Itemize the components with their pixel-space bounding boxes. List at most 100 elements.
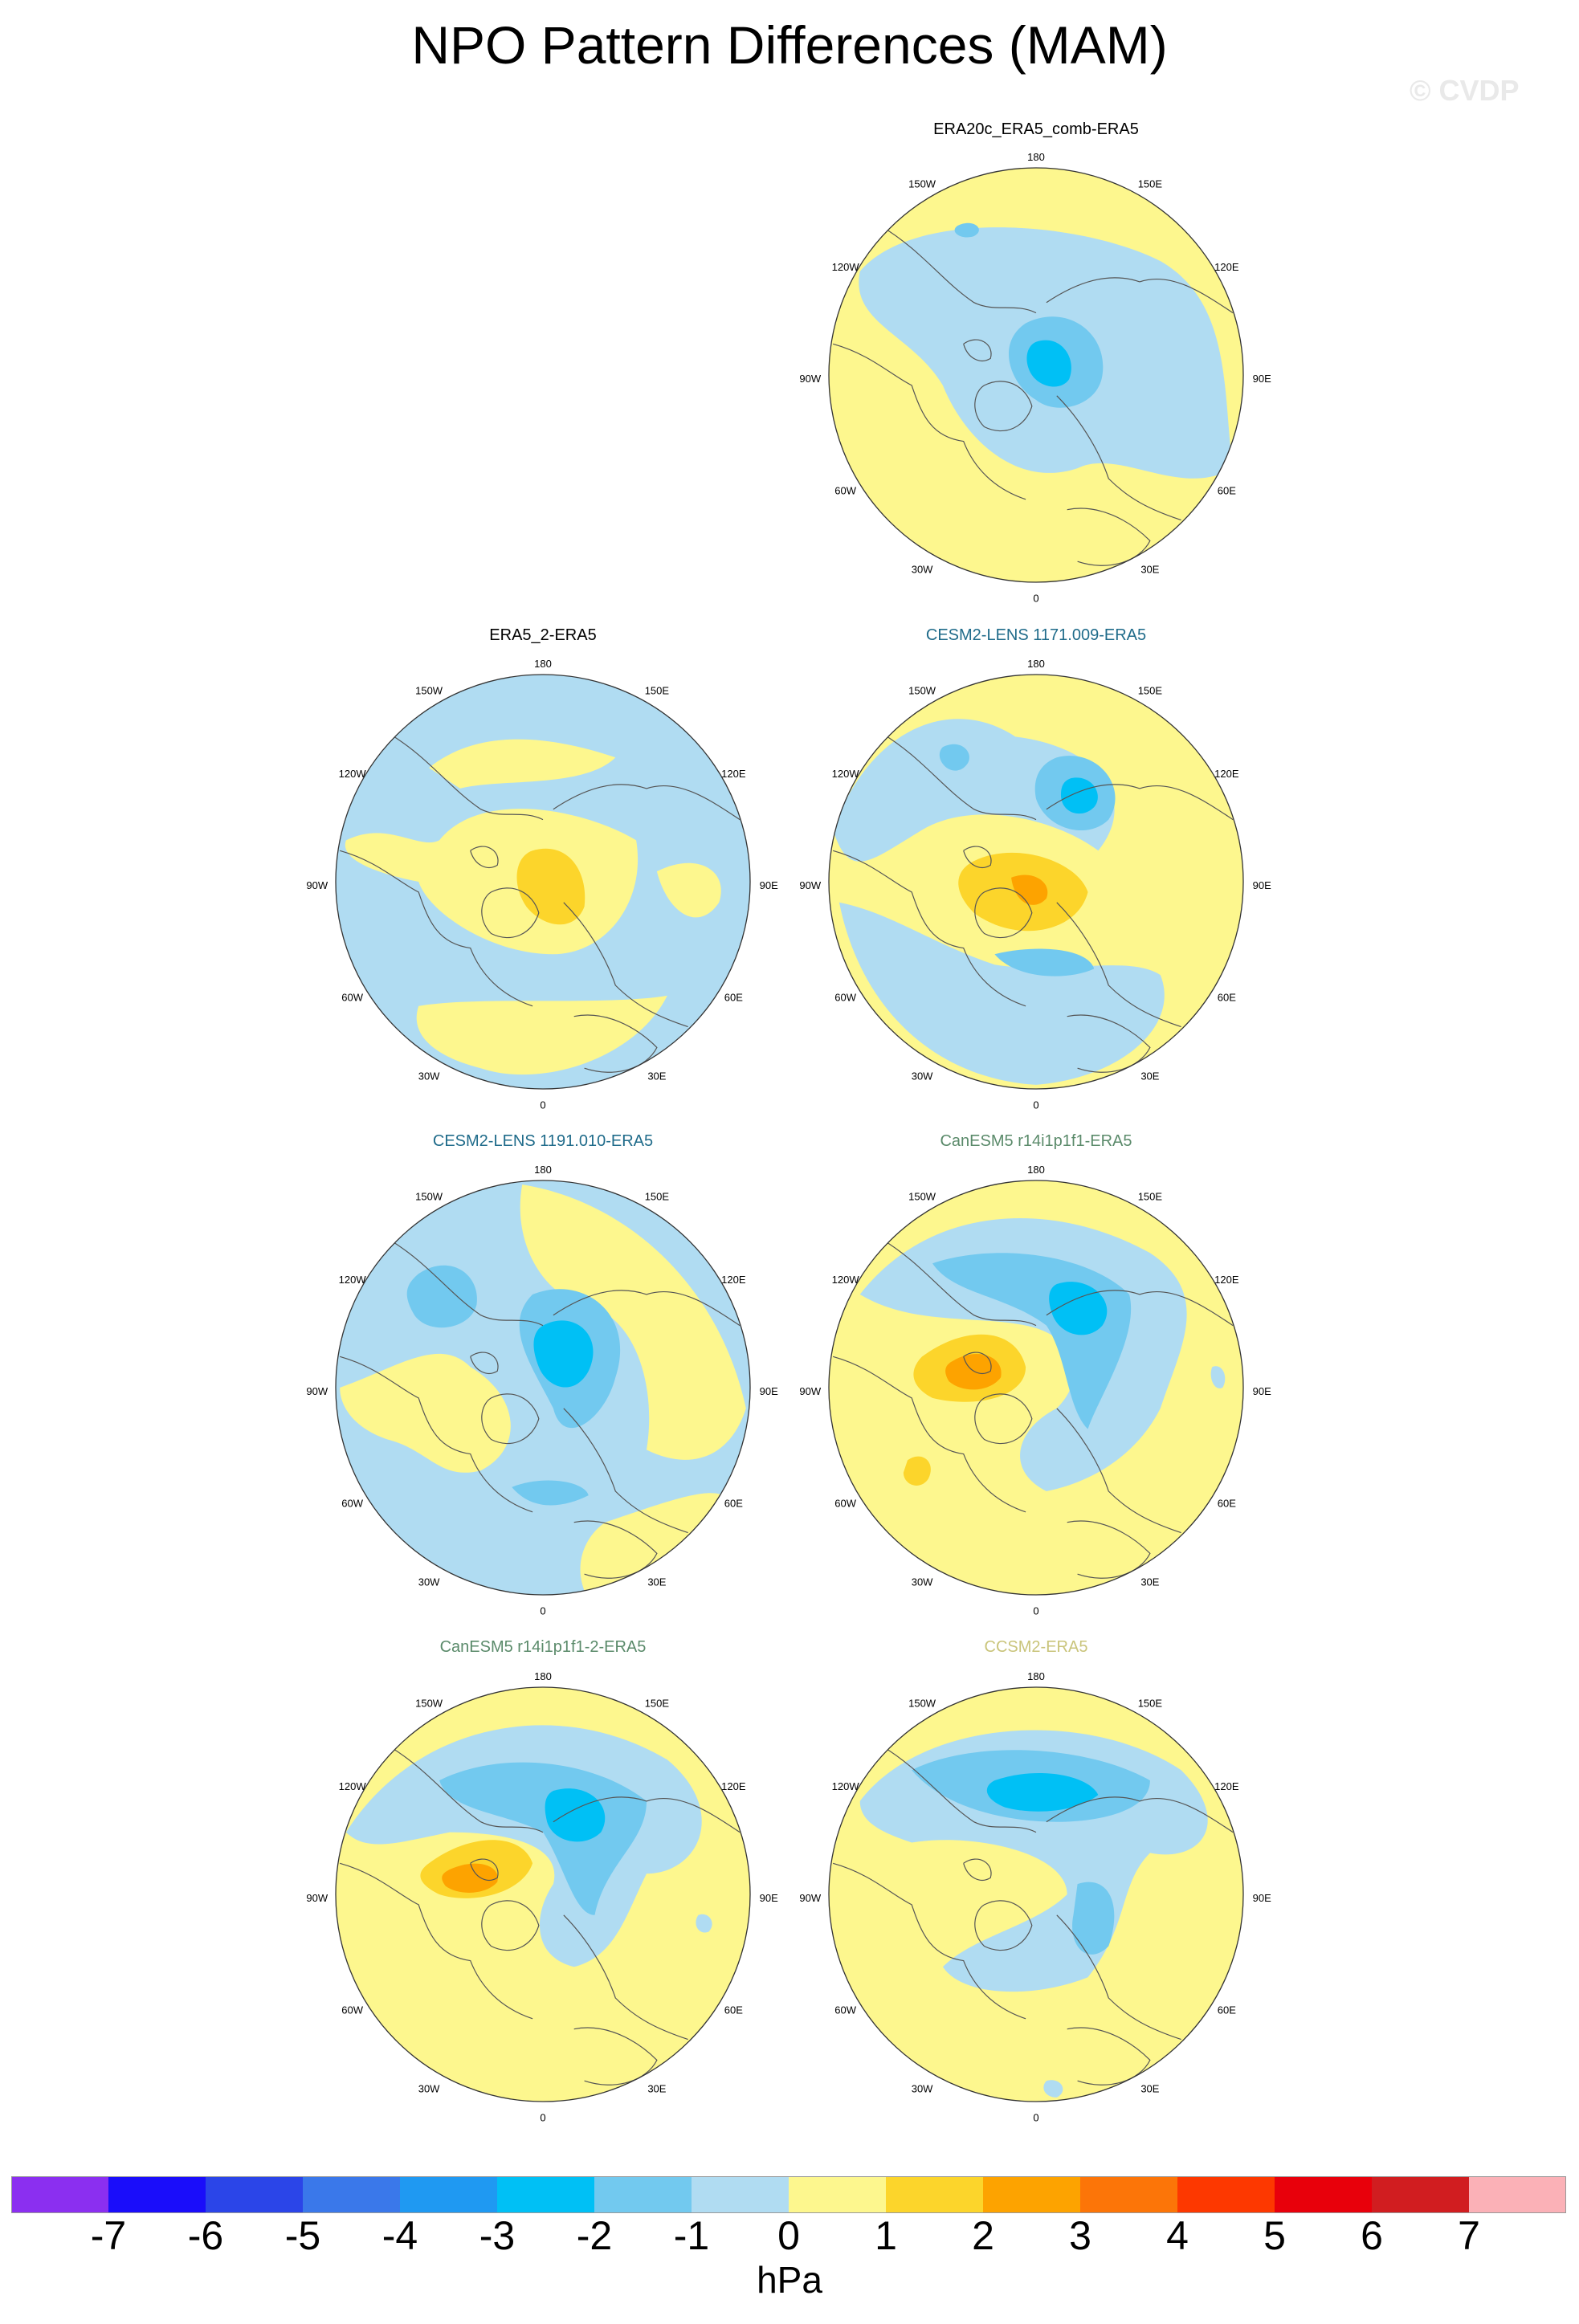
panel-title: CESM2-LENS 1171.009-ERA5 [925, 626, 1147, 644]
coastline [974, 381, 1033, 432]
longitude-label: 150E [645, 1191, 670, 1203]
map-border [828, 674, 1244, 1090]
longitude-label: 90E [1253, 1385, 1271, 1397]
map-border [335, 674, 751, 1090]
colorbar [11, 2176, 1566, 2213]
contour-region [833, 719, 1115, 862]
contour-region [945, 1354, 1002, 1390]
longitude-label: 150W [415, 685, 443, 697]
colorbar-swatch [1080, 2176, 1178, 2213]
colorbar-tick-label: 5 [1263, 2213, 1286, 2258]
longitude-label: 150E [1138, 178, 1163, 190]
colorbar-swatch [886, 2176, 984, 2213]
longitude-label: 120W [832, 1274, 860, 1286]
longitude-label: 120E [1214, 261, 1239, 273]
longitude-label: 150E [645, 685, 670, 697]
longitude-label: 30W [912, 1070, 933, 1082]
colorbar-tick-label: 7 [1458, 2213, 1480, 2258]
longitude-label: 90W [306, 1385, 328, 1397]
polar-map: 180 0 150W 150E 120W 120E 90W 90E 60W 60E 30W 30E [799, 658, 1271, 1111]
colorbar-labels: -7 -6 -5 -4 -3 -2 -1 0 1 2 3 4 5 6 7 [0, 2212, 1579, 2261]
polar-map: 180 0 150W 150E 120W 120E 90W 90E 60W 60E 30W 30E [306, 658, 778, 1111]
colorbar-swatch [983, 2176, 1081, 2213]
coastline [573, 2027, 658, 2085]
longitude-label: 90E [1253, 1892, 1271, 1904]
panel-title: CCSM2-ERA5 [984, 1638, 1088, 1656]
coastline [387, 732, 544, 821]
longitude-label: 90E [760, 1385, 778, 1397]
map-border [335, 1180, 751, 1596]
polar-map: 180 0 150W 150E 120W 120E 90W 90E 60W 60E 30W 30E [799, 1670, 1271, 2124]
longitude-label: 0 [1033, 593, 1038, 605]
longitude-label: 150W [908, 1191, 936, 1203]
longitude-label: 60W [834, 991, 856, 1003]
longitude-label: 30W [418, 2083, 440, 2095]
longitude-label: 30E [647, 1070, 666, 1082]
map-border [828, 167, 1244, 583]
contour-region [545, 1788, 606, 1842]
colorbar-swatch [11, 2176, 109, 2213]
colorbar-tick-label: 0 [777, 2213, 800, 2258]
longitude-label: 120E [721, 768, 746, 780]
coastline [1067, 2027, 1151, 2085]
longitude-label: 60W [834, 484, 856, 496]
longitude-label: 180 [534, 1164, 552, 1176]
contour-region [580, 1493, 730, 1591]
coastline [553, 784, 741, 821]
longitude-label: 0 [1033, 2112, 1038, 2124]
coastline [832, 343, 1026, 500]
longitude-label: 150W [908, 685, 936, 697]
panel-title: CanESM5 r14i1p1f1-ERA5 [940, 1132, 1132, 1150]
coastline [563, 902, 688, 1028]
contour-region [1011, 875, 1048, 905]
coastline [880, 1237, 1037, 1327]
longitude-label: 90W [799, 373, 821, 385]
colorbar-swatch [789, 2176, 887, 2213]
coastline [1046, 1290, 1234, 1327]
longitude-label: 60W [341, 1497, 363, 1509]
colorbar-swatch [400, 2176, 498, 2213]
coastline [1056, 902, 1181, 1028]
coastline [1067, 1520, 1151, 1579]
longitude-label: 0 [1033, 1605, 1038, 1617]
contour-region [656, 862, 721, 918]
contour-region [986, 1773, 1099, 1812]
colorbar-tick-label: -4 [381, 2213, 418, 2258]
longitude-label: 90E [1253, 373, 1271, 385]
colorbar-tick-label: -6 [187, 2213, 224, 2258]
coastline [1046, 277, 1234, 314]
colorbar-swatch [303, 2176, 401, 2213]
longitude-label: 30W [912, 2083, 933, 2095]
coastline [1067, 508, 1151, 566]
longitude-label: 180 [534, 658, 552, 670]
longitude-label: 30E [1140, 1070, 1159, 1082]
longitude-label: 120W [339, 1274, 367, 1286]
longitude-label: 90W [799, 879, 821, 891]
contour-region [939, 744, 969, 771]
coastline [974, 1393, 1033, 1445]
longitude-label: 180 [534, 1670, 552, 1682]
longitude-label: 30E [647, 1576, 666, 1588]
colorbar-tick-label: 2 [972, 2213, 994, 2258]
coastline [832, 850, 1026, 1007]
longitude-label: 30W [912, 564, 933, 576]
colorbar-units: hPa [757, 2259, 822, 2301]
longitude-label: 150E [1138, 685, 1163, 697]
coastline [387, 1744, 544, 1833]
contour-region [1043, 2080, 1063, 2098]
coastline [553, 1796, 741, 1833]
contour-region [1060, 777, 1098, 814]
colorbar-frame [11, 2176, 1566, 2213]
panel-title: ERA20c_ERA5_comb-ERA5 [933, 120, 1139, 138]
coastline [880, 225, 1037, 314]
coastline [963, 846, 992, 868]
longitude-label: 120W [339, 1780, 367, 1792]
longitude-label: 150W [908, 178, 936, 190]
coastline [573, 1520, 658, 1579]
coastline [481, 1393, 540, 1445]
colorbar-swatch [594, 2176, 692, 2213]
contour-region [994, 948, 1095, 976]
coastline [481, 887, 540, 939]
longitude-label: 30E [647, 2083, 666, 2095]
coastline [880, 732, 1037, 821]
